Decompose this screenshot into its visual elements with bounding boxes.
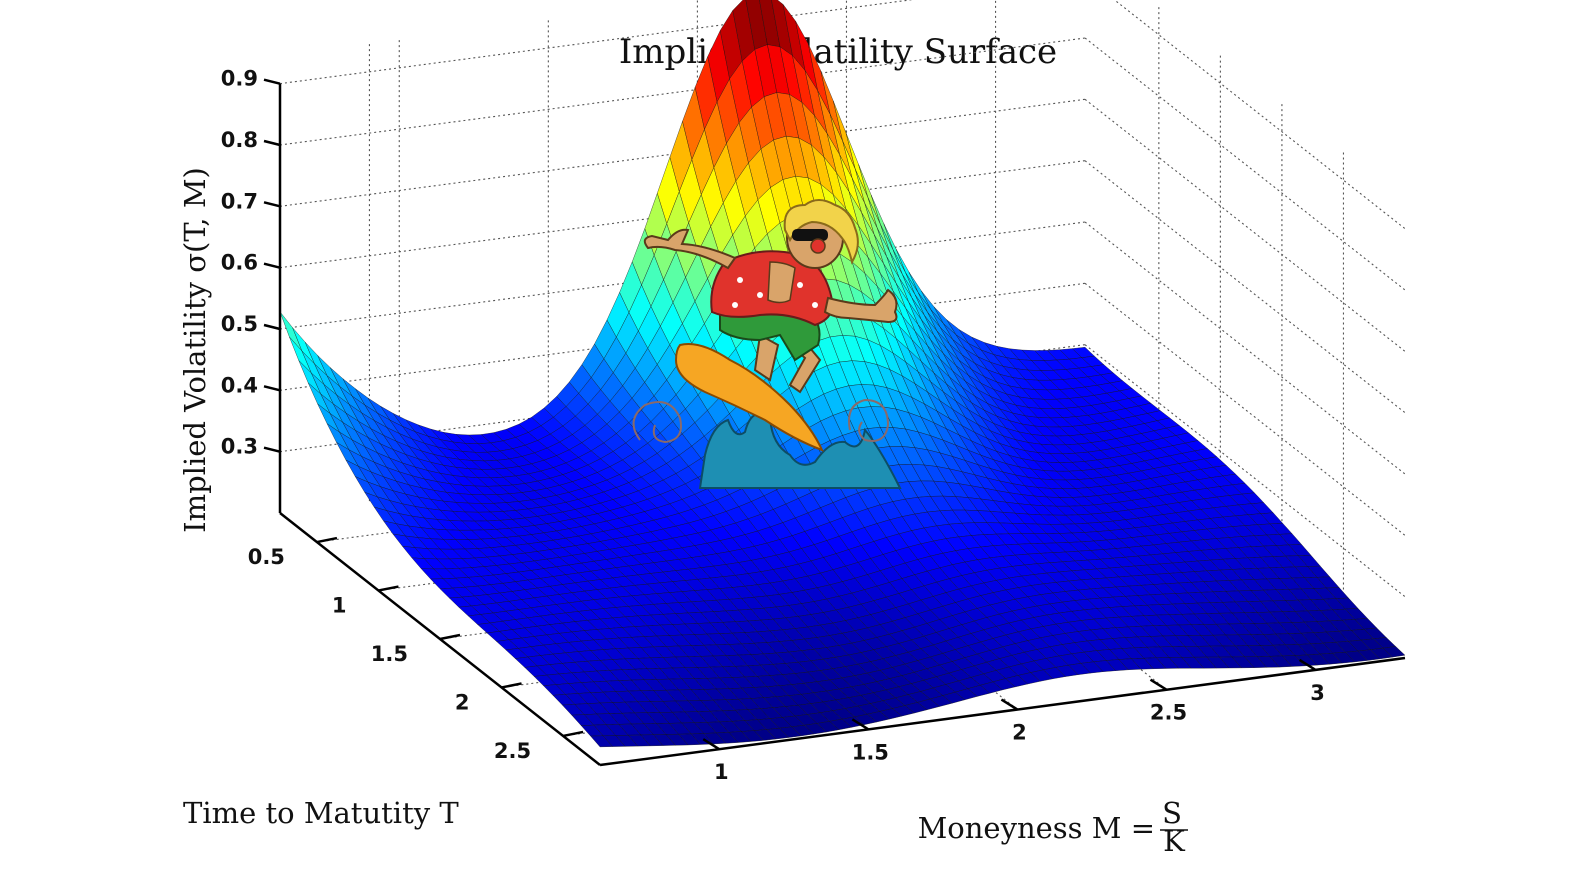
z-tick-mark (263, 385, 281, 392)
surface-mesh (279, 0, 1406, 748)
m-tick-mark (851, 718, 869, 731)
m-axis-label-prefix: Moneyness M = (918, 811, 1155, 845)
m-tick-label: 2.5 (1150, 701, 1187, 725)
chart-title: Implied Volatility Surface (619, 32, 1057, 72)
wave-swirl-right-icon (848, 398, 890, 442)
m-tick-label: 3 (1310, 681, 1325, 705)
sunglasses-icon (792, 229, 828, 241)
t-tick-mark (378, 585, 399, 592)
surface-cell (1382, 646, 1406, 658)
z-gridline-back (279, 37, 1086, 146)
m-tick-label: 2 (1012, 721, 1027, 745)
z-tick-label: 0.4 (221, 373, 258, 397)
m-tick-label: 1 (714, 760, 729, 784)
t-tick-label: 1 (332, 594, 347, 618)
z-axis-label: Implied Volatility σ(T, M) (178, 167, 212, 533)
z-tick-label: 0.7 (221, 189, 258, 213)
t-tick-label: 0.5 (248, 545, 285, 569)
surface-cell (279, 311, 303, 352)
axes (263, 78, 1406, 767)
surfboard-icon (674, 343, 824, 452)
z-gridline-back (279, 0, 914, 85)
t-tick-mark (439, 633, 461, 641)
z-tick-label: 0.5 (221, 312, 258, 336)
z-tick-label: 0.8 (221, 128, 258, 152)
m-axis-label-numerator: S (1162, 796, 1182, 830)
t-axis-label: Time to Matutity T (183, 796, 459, 830)
surfer-clipart-illustration (632, 199, 902, 489)
z-tick-mark (263, 323, 281, 331)
axis-tick-labels: 0.3 0.4 0.5 0.6 0.7 0.8 0.9 0.5 1 1.5 2 2.5 1 1.5 2 2.5… (221, 67, 1325, 784)
m-axis-label-denominator: K (1163, 824, 1186, 858)
surfer-left-arm-icon (643, 228, 737, 270)
z-tick-mark (263, 446, 281, 453)
wave-swirl-left-icon (632, 401, 682, 444)
z-tick-label: 0.9 (221, 67, 258, 91)
z-tick-mark (263, 262, 281, 269)
z-gridline-side (1084, 37, 1406, 291)
z-tick-mark (263, 139, 281, 147)
wave-icon (698, 412, 902, 489)
t-tick-label: 2 (455, 690, 470, 714)
z-tick-label: 0.6 (221, 251, 258, 275)
t-tick-label: 2.5 (494, 739, 531, 763)
surfer-hair-icon (783, 199, 859, 265)
m-tick-mark (1298, 658, 1317, 671)
z-tick-mark (263, 78, 281, 85)
z-gridline-side (1084, 160, 1406, 414)
m-tick-label: 1.5 (852, 740, 889, 764)
t-tick-mark (316, 536, 338, 544)
surfer-right-arm-icon (823, 288, 898, 324)
m-tick-mark (1000, 698, 1019, 711)
m-tick-mark (702, 738, 720, 751)
z-tick-label: 0.3 (221, 435, 258, 459)
m-tick-mark (1149, 678, 1168, 691)
z-tick-mark (263, 201, 281, 208)
surfer-nose-icon (810, 238, 826, 254)
z-gridline-side (1113, 0, 1406, 230)
t-tick-label: 1.5 (371, 642, 408, 666)
z-gridline-side (1084, 98, 1406, 352)
t-tick-mark (501, 682, 522, 689)
m-axis-label: Moneyness M = S K (918, 796, 1188, 858)
t-tick-mark (562, 730, 584, 738)
m-axis-line (599, 656, 1406, 767)
